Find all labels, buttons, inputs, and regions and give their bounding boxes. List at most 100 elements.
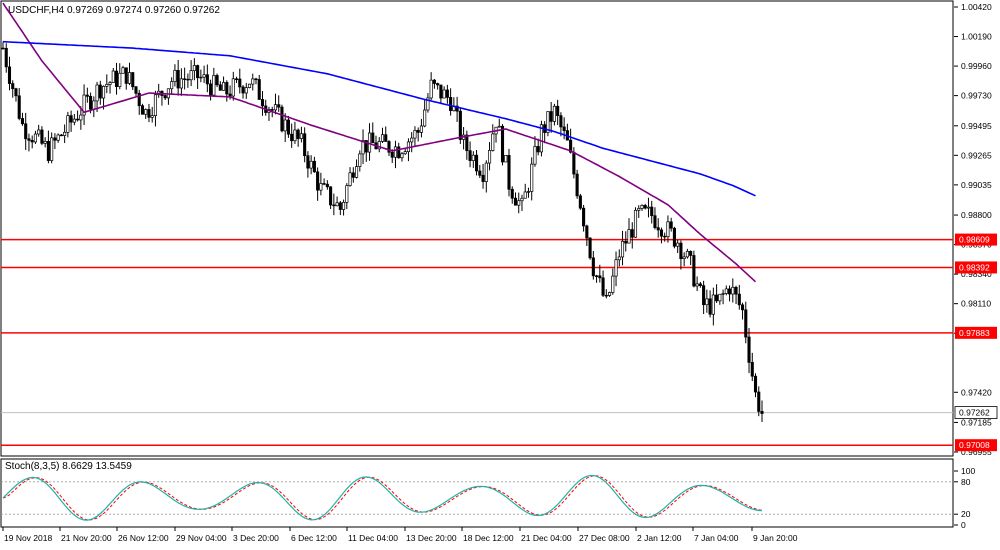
candle <box>111 67 115 83</box>
price-tick-label: 0.98800 <box>961 210 992 220</box>
candle <box>627 218 631 244</box>
main-chart-frame <box>0 0 954 457</box>
candle <box>244 82 248 99</box>
candle <box>312 156 316 173</box>
candle <box>731 278 735 303</box>
price-tick-label: 0.98110 <box>961 299 991 309</box>
candle <box>17 88 21 121</box>
candle <box>150 106 154 123</box>
stochastic-main-line <box>2 474 763 521</box>
candle <box>348 167 352 187</box>
candle <box>458 107 462 144</box>
candle <box>286 115 290 138</box>
candle <box>134 86 138 98</box>
price-tick-label: 0.99730 <box>961 91 992 101</box>
candle <box>380 127 385 144</box>
candle <box>59 133 63 137</box>
candle <box>718 293 722 305</box>
candle <box>53 133 57 150</box>
candle <box>202 65 206 83</box>
candle <box>1 41 5 50</box>
candle <box>137 89 141 115</box>
candle <box>672 226 676 249</box>
candle <box>611 268 615 295</box>
candle <box>241 85 245 99</box>
candle <box>238 68 242 94</box>
candle <box>439 84 443 104</box>
candle <box>624 231 628 252</box>
candle <box>163 94 167 101</box>
candle <box>118 63 122 90</box>
candle <box>205 64 209 93</box>
candle <box>539 120 543 157</box>
candle <box>192 58 196 81</box>
candle <box>523 183 527 199</box>
candle <box>24 112 28 150</box>
candle <box>491 124 495 152</box>
candle <box>598 264 602 283</box>
candle <box>468 141 472 168</box>
candle <box>760 400 764 423</box>
candle <box>105 74 109 94</box>
time-tick-label: 3 Dec 20:00 <box>233 533 279 543</box>
horizontal-levels <box>1 238 953 446</box>
candle <box>679 240 683 270</box>
time-tick-label: 7 Jan 04:00 <box>694 533 739 543</box>
candle <box>630 222 634 249</box>
candle <box>46 130 50 164</box>
candle <box>708 290 712 318</box>
candle <box>124 67 128 90</box>
current-price-label: 0.97262 <box>959 408 990 418</box>
candle <box>303 127 307 163</box>
candle <box>30 135 34 149</box>
candle <box>659 227 663 244</box>
candle <box>669 217 673 232</box>
candle <box>325 180 329 190</box>
candle <box>299 126 303 143</box>
symbol-label: USDCHF,H4 <box>8 5 65 16</box>
price-tick-label: 0.97420 <box>961 387 992 397</box>
price-tick-label: 0.99495 <box>961 121 992 131</box>
candle <box>753 373 758 398</box>
ohlc-label: 0.97269 0.97274 0.97260 0.97262 <box>67 5 220 16</box>
candle <box>445 84 449 104</box>
candle <box>419 118 423 138</box>
candle <box>520 194 524 211</box>
candle <box>530 157 534 201</box>
candle <box>724 285 728 296</box>
candle <box>283 113 287 143</box>
candle <box>536 138 540 156</box>
candle <box>601 270 605 297</box>
candle <box>140 103 145 115</box>
candle <box>552 103 556 126</box>
candle <box>526 187 531 198</box>
level-label-bg <box>955 439 997 452</box>
candle <box>500 124 505 166</box>
candle <box>737 284 741 310</box>
candle <box>231 71 235 101</box>
candle <box>280 104 284 133</box>
time-tick-label: 26 Nov 12:00 <box>118 533 169 543</box>
candle <box>549 101 553 133</box>
time-tick-label: 18 Dec 12:00 <box>463 533 514 543</box>
stochastic-lines <box>1 474 953 521</box>
candle <box>475 150 479 176</box>
candle <box>533 136 537 167</box>
candle <box>153 90 157 127</box>
candle <box>397 142 401 159</box>
candle <box>705 289 709 313</box>
candle <box>37 124 41 137</box>
moving-average-line <box>2 2 757 283</box>
candle <box>633 207 638 238</box>
candle <box>478 164 482 179</box>
candle <box>95 81 99 112</box>
candle <box>293 121 297 144</box>
candle <box>82 84 86 125</box>
candle <box>329 186 333 209</box>
candle <box>507 148 511 197</box>
candlesticks <box>1 41 764 423</box>
candle <box>14 87 18 102</box>
candle <box>689 250 693 266</box>
candle <box>27 133 31 152</box>
